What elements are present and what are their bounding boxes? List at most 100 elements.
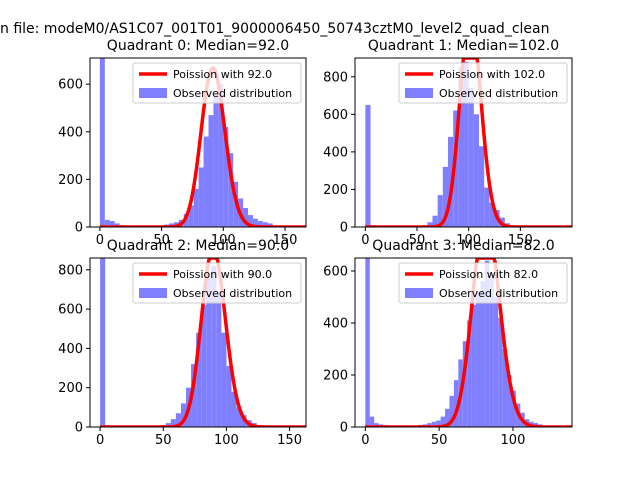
histogram-bar bbox=[196, 332, 202, 427]
y-tick-label: 0 bbox=[75, 421, 83, 436]
histogram-bar bbox=[165, 423, 171, 427]
y-tick-label: 400 bbox=[58, 342, 83, 357]
histogram-bar bbox=[489, 273, 494, 427]
histogram-bar bbox=[211, 265, 217, 427]
histogram-bar bbox=[449, 395, 454, 427]
y-tick-label: 800 bbox=[58, 263, 83, 278]
histogram-bar bbox=[431, 421, 437, 427]
histogram-bar bbox=[109, 221, 115, 227]
legend-observed-label: Observed distribution bbox=[173, 87, 292, 100]
histogram-bar bbox=[445, 408, 450, 427]
histogram-bar bbox=[369, 416, 375, 427]
histogram-bar bbox=[437, 195, 443, 227]
axes-frame bbox=[354, 257, 573, 428]
histogram-bar bbox=[193, 188, 199, 227]
x-tick-label: 100 bbox=[456, 233, 481, 248]
legend: Poission with 90.0 Observed distribution bbox=[132, 262, 302, 304]
x-tick-label: 0 bbox=[96, 233, 104, 248]
histogram-bar bbox=[262, 222, 268, 227]
legend-box bbox=[132, 262, 302, 304]
histogram-bar bbox=[473, 114, 479, 227]
histogram-bar bbox=[104, 219, 110, 227]
y-tick-label: 200 bbox=[58, 381, 83, 396]
histogram-bar bbox=[188, 205, 194, 227]
histogram-bar bbox=[440, 416, 446, 427]
x-tick-label: 100 bbox=[501, 433, 526, 448]
legend-observed-swatch bbox=[405, 288, 433, 298]
histogram-bar bbox=[484, 260, 490, 427]
histogram-bar bbox=[374, 423, 379, 427]
histogram-bar bbox=[228, 153, 234, 227]
y-tick-label: 400 bbox=[58, 125, 83, 140]
x-tick-label: 50 bbox=[155, 433, 172, 448]
histogram-bar bbox=[507, 375, 512, 427]
x-tick-label: 0 bbox=[361, 233, 369, 248]
histogram-bar bbox=[191, 364, 197, 427]
y-tick-label: 200 bbox=[323, 369, 348, 384]
histogram-bar bbox=[453, 380, 459, 427]
x-tick-label: 100 bbox=[214, 433, 239, 448]
histogram-bar bbox=[502, 349, 508, 427]
histogram-bar bbox=[114, 223, 120, 227]
y-tick-label: 200 bbox=[58, 173, 83, 188]
axes-frame bbox=[89, 57, 307, 228]
x-tick-label: 0 bbox=[96, 433, 104, 448]
y-tick-label: 200 bbox=[323, 183, 348, 198]
histogram-bar bbox=[236, 407, 242, 427]
legend: Poission with 92.0 Observed distribution bbox=[132, 62, 302, 104]
quadrant-2-title: Quadrant 2: Median=90.0 bbox=[107, 238, 289, 254]
legend-observed-label: Observed distribution bbox=[173, 287, 292, 300]
figure-suptitle: n file: modeM0/AS1C07_001T01_9000006450_… bbox=[0, 21, 549, 37]
histogram-bar bbox=[479, 146, 485, 227]
histogram-bar bbox=[221, 332, 227, 427]
histogram-bar bbox=[175, 413, 181, 427]
y-tick-label: 600 bbox=[323, 265, 348, 280]
legend-poisson-label: Poission with 92.0 bbox=[173, 68, 272, 81]
histogram-bars bbox=[365, 258, 552, 427]
histogram-bar bbox=[498, 317, 503, 427]
histogram-bar bbox=[213, 93, 219, 227]
histogram-bar bbox=[468, 88, 474, 227]
histogram-bar bbox=[453, 110, 459, 227]
histogram-bar bbox=[247, 215, 253, 227]
x-tick-label: 0 bbox=[361, 433, 369, 448]
legend-poisson-label: Poission with 102.0 bbox=[439, 68, 545, 81]
legend-observed-swatch bbox=[139, 88, 167, 98]
histogram-bar bbox=[203, 136, 209, 227]
legend-observed-swatch bbox=[139, 288, 167, 298]
legend-box bbox=[132, 62, 302, 104]
x-tick-label: 50 bbox=[153, 233, 170, 248]
quadrant-2-panel: Quadrant 2: Median=90.0 0 50 100 150 0 200 400 6… bbox=[58, 238, 307, 448]
histogram-bar bbox=[231, 391, 237, 427]
histogram-bar bbox=[511, 390, 516, 427]
histogram-bar bbox=[436, 420, 441, 427]
histogram-bar bbox=[170, 419, 176, 427]
legend-box bbox=[398, 262, 568, 304]
histogram-bar bbox=[427, 222, 433, 227]
legend-poisson-label: Poission with 82.0 bbox=[439, 268, 538, 281]
histogram-bar bbox=[218, 84, 224, 227]
histogram-bar bbox=[206, 277, 212, 427]
x-tick-label: 150 bbox=[277, 433, 302, 448]
y-tick-label: 600 bbox=[323, 108, 348, 123]
legend: Poission with 82.0 Observed distribution bbox=[398, 262, 568, 304]
histogram-bar bbox=[458, 67, 464, 227]
histogram-bar bbox=[480, 281, 485, 427]
histogram-bar bbox=[198, 167, 204, 227]
y-tick-label: 600 bbox=[58, 78, 83, 93]
histogram-bar bbox=[462, 341, 468, 427]
axes-frame bbox=[89, 257, 307, 428]
x-tick-label: 150 bbox=[273, 233, 298, 248]
histogram-bar bbox=[257, 221, 263, 227]
x-tick-label: 100 bbox=[211, 233, 236, 248]
histogram-bar bbox=[442, 166, 448, 227]
y-tick-label: 0 bbox=[340, 421, 348, 436]
histogram-bar bbox=[493, 297, 499, 427]
histogram-bar bbox=[463, 61, 469, 227]
y-tick-label: 800 bbox=[323, 70, 348, 85]
histogram-bar bbox=[252, 218, 258, 227]
histogram-bar bbox=[432, 215, 438, 227]
histogram-bar bbox=[216, 291, 222, 427]
quadrant-1-panel: Quadrant 1: Median=102.0 0 50 100 150 0 200 400… bbox=[323, 38, 573, 248]
